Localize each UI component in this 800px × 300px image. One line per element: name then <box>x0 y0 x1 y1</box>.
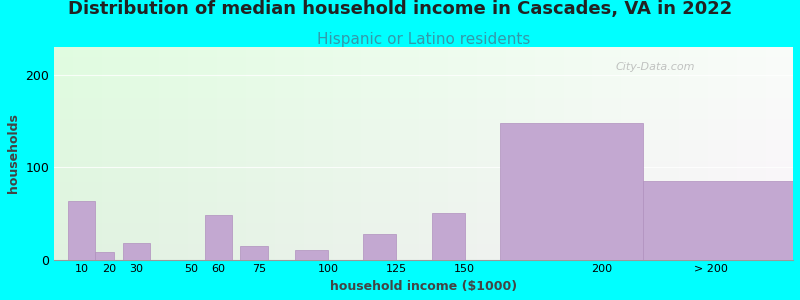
Bar <box>500 123 642 260</box>
Bar <box>205 215 232 260</box>
Bar <box>642 181 793 260</box>
Bar <box>240 246 268 260</box>
Title: Hispanic or Latino residents: Hispanic or Latino residents <box>317 32 530 47</box>
Bar <box>295 250 328 260</box>
Bar <box>95 252 114 260</box>
Text: City-Data.com: City-Data.com <box>616 62 695 72</box>
Bar <box>68 201 95 260</box>
X-axis label: household income ($1000): household income ($1000) <box>330 280 518 293</box>
Bar <box>363 234 396 260</box>
Bar <box>432 213 465 260</box>
Bar <box>122 243 150 260</box>
Text: Distribution of median household income in Cascades, VA in 2022: Distribution of median household income … <box>68 0 732 18</box>
Y-axis label: households: households <box>7 113 20 193</box>
